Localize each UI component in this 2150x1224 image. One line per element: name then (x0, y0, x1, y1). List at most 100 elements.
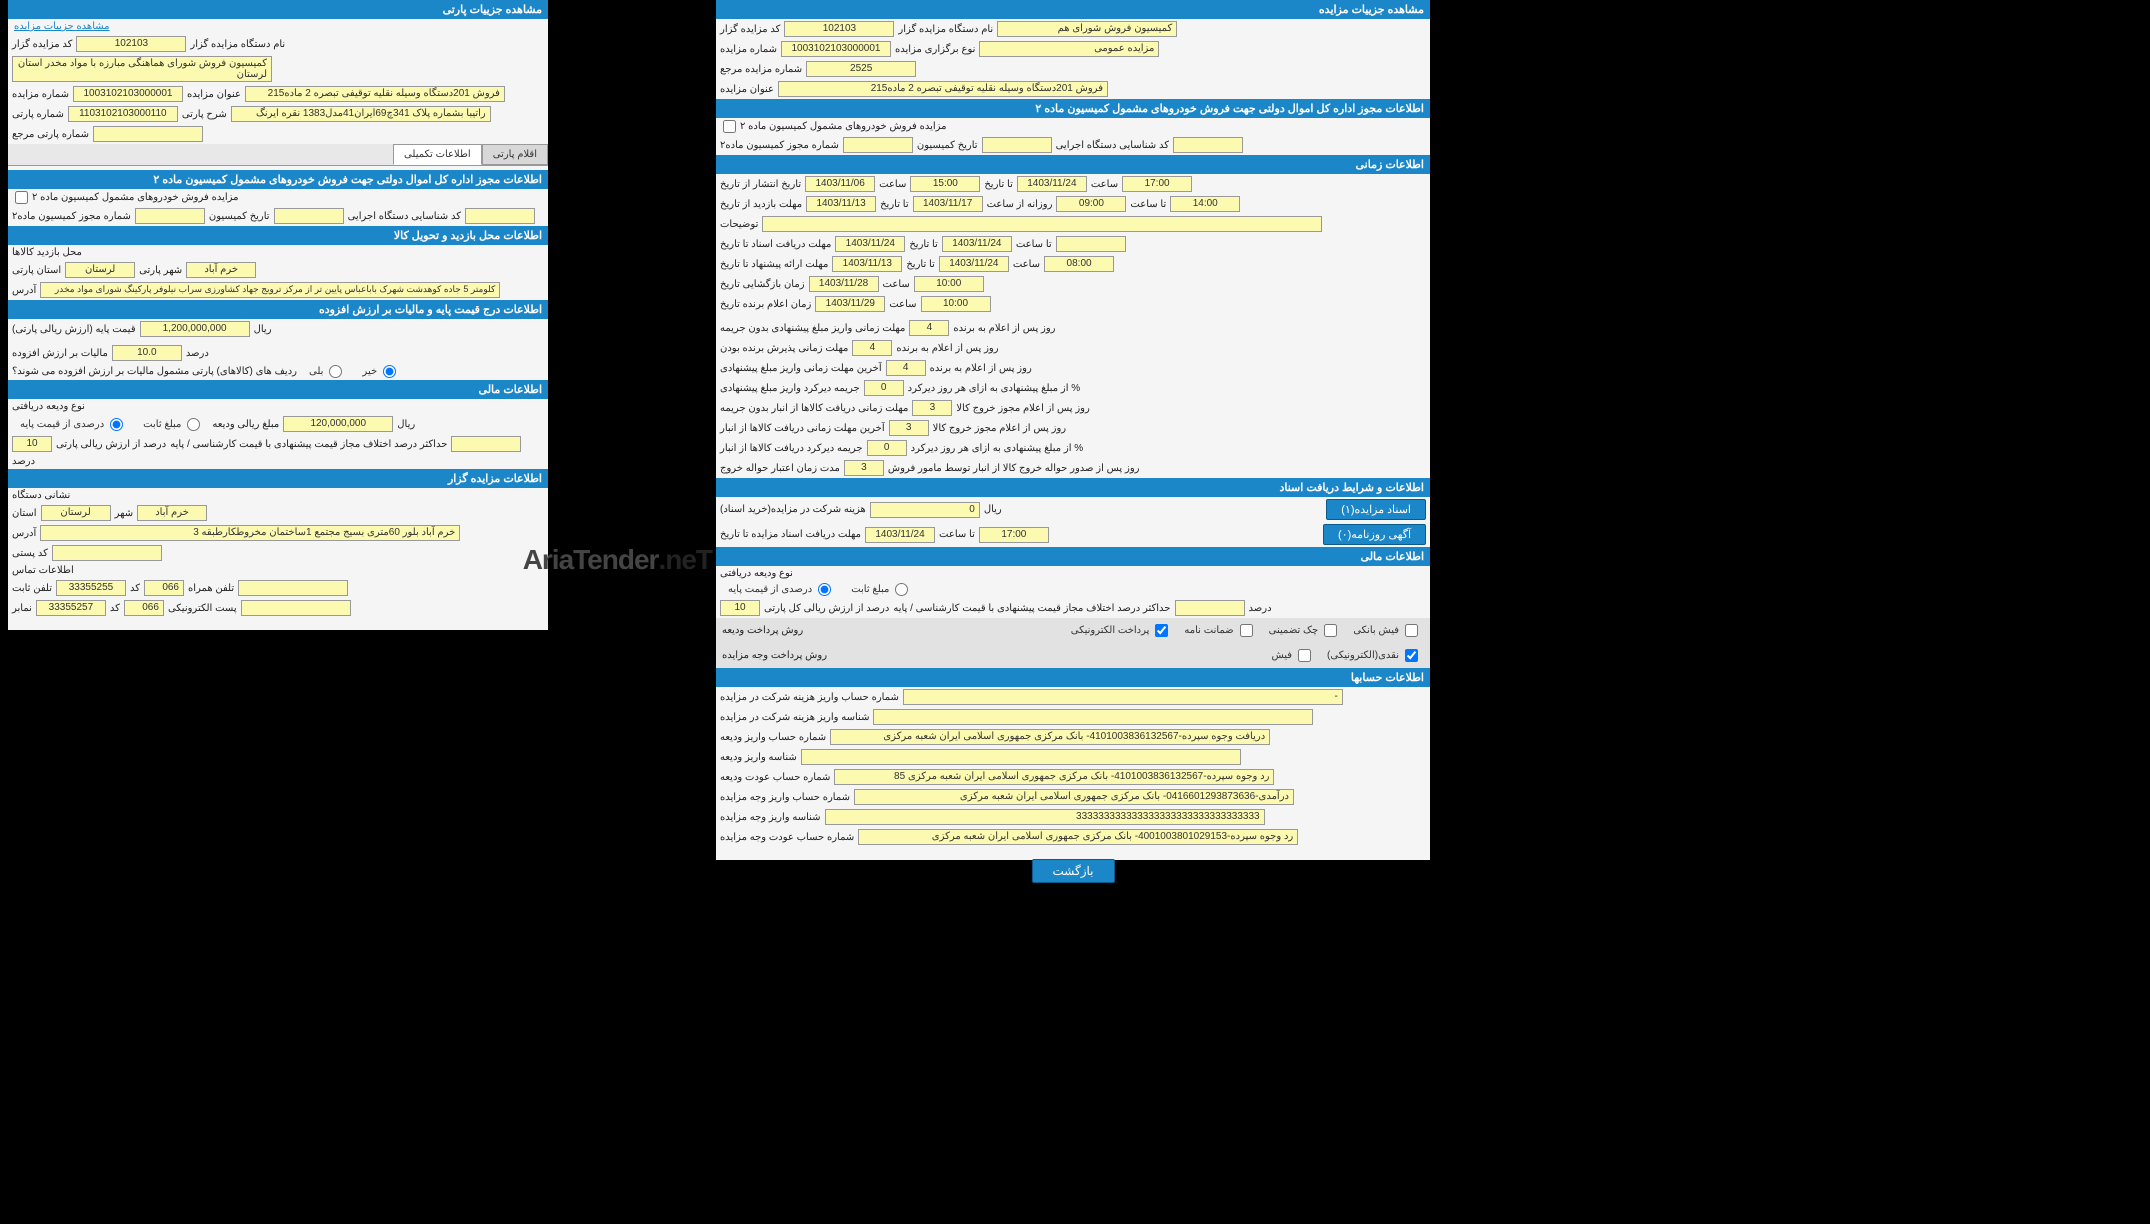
tabs: اقلام پارتی اطلاعات تکمیلی (8, 144, 548, 166)
lbl: درصد (1249, 603, 1272, 614)
lbl: شماره حساب عودت وجه مزایده (720, 832, 854, 843)
lbl: مبلغ ریالی ودیعه (212, 419, 279, 430)
row: مهلت دریافت اسناد مزایده تا تاریخ1403/11… (716, 522, 1430, 547)
back-button[interactable]: بازگشت (1032, 859, 1115, 883)
lbl: مالیات بر ارزش افزوده (12, 348, 108, 359)
chk-fish[interactable]: فیش (1272, 649, 1312, 662)
lbl: ساعت (1091, 179, 1118, 190)
radio-pct[interactable]: درصدی از قیمت پایه (728, 583, 831, 596)
row: شماره پارتی1103102103000110 شرح پارتیرات… (8, 104, 548, 124)
lbl: شهر (115, 508, 134, 519)
lbl: روز پس از اعلام به برنده (896, 343, 998, 354)
lbl: ریال (984, 504, 1002, 515)
lbl: تا تاریخ (984, 179, 1013, 190)
row: نوع ودیعه دریافتی (8, 399, 548, 414)
radio-no[interactable]: خیر (362, 365, 396, 378)
lbl: % از مبلغ پیشنهادی به ازای هر روز دیرکرد (908, 383, 1081, 394)
chk-commission2[interactable] (15, 191, 28, 204)
lbl: ردیف های (کالاهای) پارتی مشمول مالیات بر… (12, 366, 297, 377)
radio-fixed[interactable]: مبلغ ثابت (851, 583, 908, 596)
row: استانلرستان شهرخرم آباد (8, 503, 548, 523)
row: درصدی از قیمت پایه مبلغ ثابت مبلغ ریالی … (8, 414, 548, 434)
val: - (903, 689, 1343, 705)
val: کمیسیون فروش شورای هماهنگی مبارزه با موا… (12, 56, 272, 82)
val: دریافت وجوه سپرده-4101003836132567- بانک… (830, 729, 1270, 745)
val: 0 (864, 380, 904, 396)
view-auction-link[interactable]: مشاهده جزییات مزایده (8, 19, 116, 34)
lbl: قیمت پایه (ارزش ریالی پارتی) (12, 324, 136, 335)
lbl: تا تاریخ (906, 259, 935, 270)
party-details-panel: مشاهده جزییات پارتی مشاهده جزییات مزایده… (8, 0, 548, 630)
lbl: روز پس از اعلام به برنده (953, 323, 1055, 334)
radio-pct2[interactable]: درصدی از قیمت پایه (20, 418, 123, 431)
lbl: تا تاریخ (909, 239, 938, 250)
val: لرستان (41, 505, 111, 521)
row: جریمه دیرکرد دریافت کالاها از انبار0% از… (716, 438, 1430, 458)
val: 1403/11/13 (832, 256, 902, 272)
chk-commission[interactable] (723, 120, 736, 133)
val: 09:00 (1056, 196, 1126, 212)
chk-cash[interactable]: نقدی(الکترونیکی) (1327, 649, 1418, 662)
lbl: نقدی(الکترونیکی) (1327, 650, 1399, 661)
lbl: ضمانت نامه (1184, 625, 1233, 636)
val (801, 749, 1241, 765)
lbl: کد (130, 583, 140, 594)
lbl: روز پس از صدور حواله خروج کالا از انبار … (888, 463, 1140, 474)
tab-items[interactable]: اقلام پارتی (482, 144, 548, 165)
chk-check[interactable]: چک تضمینی (1269, 624, 1338, 637)
val: 1403/11/28 (809, 276, 879, 292)
val: راتیبا بشماره پلاک 341چ69ایران41مدل1383 … (231, 106, 491, 122)
lbl: شناسه واریز وجه مزایده (720, 812, 821, 823)
row: شناسه واریز هزینه شرکت در مزایده (716, 707, 1430, 727)
lbl: درصدی از قیمت پایه (728, 584, 812, 595)
lbl: هزینه شرکت در مزایده(خرید اسناد) (720, 504, 866, 515)
radio-fixed2[interactable]: مبلغ ثابت (143, 418, 200, 431)
row: شناسه واریز وجه مزایده333333333333333333… (716, 807, 1430, 827)
row: کد پستی (8, 543, 548, 563)
val: فروش 201دستگاه وسیله نقلیه توقیفی تبصره … (778, 81, 1108, 97)
lbl: ریال (254, 324, 272, 335)
tab-details[interactable]: اطلاعات تکمیلی (393, 144, 482, 165)
chk-guarantee[interactable]: ضمانت نامه (1184, 624, 1252, 637)
chk-epay[interactable]: پرداخت الکترونیکی (1071, 624, 1169, 637)
val: 1403/11/24 (939, 256, 1009, 272)
val: 0 (870, 502, 980, 518)
newspaper-button[interactable]: آگهی روزنامه(۰) (1323, 524, 1426, 545)
val: لرستان (65, 262, 135, 278)
row: زمان بازگشایی تاریخ1403/11/28 ساعت10:00 (716, 274, 1430, 294)
lbl: نوع برگزاری مزایده (895, 44, 975, 55)
lbl: جریمه دیرکرد واریز مبلغ پیشنهادی (720, 383, 860, 394)
val: 102103 (784, 21, 894, 37)
row: روش پرداخت وجه مزایده فیش نقدی(الکترونیک… (716, 643, 1430, 668)
row: عنوان مزایدهفروش 201دستگاه وسیله نقلیه ت… (716, 79, 1430, 99)
radio-yes[interactable]: بلی (309, 365, 342, 378)
lbl: نمابر (12, 603, 32, 614)
docs-button[interactable]: اسناد مزایده(۱) (1326, 499, 1426, 520)
val (873, 709, 1313, 725)
lbl: شرح پارتی (182, 109, 227, 120)
lbl: تا تاریخ (880, 199, 909, 210)
lbl: اطلاعات تماس (12, 565, 74, 576)
row: آخرین مهلت زمانی واریز مبلغ پیشنهادی4روز… (716, 358, 1430, 378)
val: 14:00 (1170, 196, 1240, 212)
val: 17:00 (1122, 176, 1192, 192)
hdr-party: مشاهده جزییات پارتی (8, 0, 548, 19)
lbl: پست الکترونیکی (168, 603, 237, 614)
val: 1003102103000001 (73, 86, 183, 102)
row: جریمه دیرکرد واریز مبلغ پیشنهادی 0 % از مب… (716, 378, 1430, 398)
lbl: نوع ودیعه دریافتی (720, 568, 793, 579)
lbl: نام دستگاه مزایده گزار (898, 24, 993, 35)
lbl: کد پستی (12, 548, 48, 559)
lbl: بلی (309, 366, 323, 377)
row: شماره حساب واریز ودیعهدریافت وجوه سپرده-… (716, 727, 1430, 747)
chk-slip[interactable]: فیش بانکی (1353, 624, 1418, 637)
lbl: تا ساعت (1130, 199, 1166, 210)
hdr: اطلاعات مجوز اداره کل اموال دولتی جهت فر… (8, 170, 548, 189)
lbl: درصدی از قیمت پایه (20, 419, 104, 430)
lbl: مهلت دریافت اسناد تا تاریخ (720, 239, 831, 250)
val (241, 600, 351, 616)
row: شماره مزایده1003102103000001 عنوان مزاید… (8, 84, 548, 104)
lbl: تا ساعت (939, 529, 975, 540)
val: 120,000,000 (283, 416, 393, 432)
val (465, 208, 535, 224)
